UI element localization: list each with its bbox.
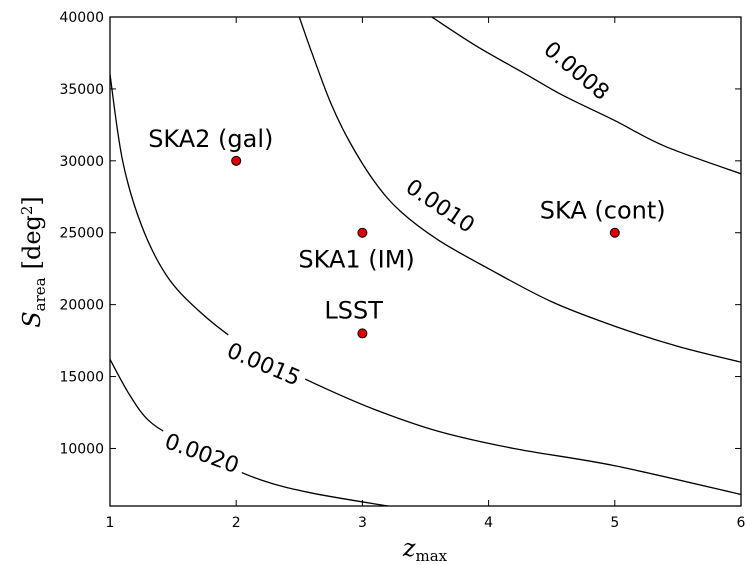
plot-frame — [109, 16, 742, 507]
point-label-3: SKA (cont) — [540, 197, 666, 225]
y-tick-label-4: 30000 — [59, 154, 104, 170]
x-axis-label-main: z — [402, 534, 416, 562]
y-axis-label-unit-close: ] — [18, 196, 46, 205]
y-tick-label-6: 40000 — [59, 10, 104, 26]
y-axis-label-main: S — [18, 311, 46, 327]
point-label-0: SKA2 (gal) — [148, 125, 273, 153]
contours-layer — [110, 17, 741, 506]
contour-label-text: 0.0008 — [538, 37, 613, 106]
contour-label-1: 0.0010 — [396, 169, 485, 242]
y-tick-label-2: 20000 — [59, 298, 104, 314]
y-tick-label-5: 35000 — [59, 82, 104, 98]
x-tick-label-3: 4 — [484, 515, 493, 531]
contour-line-1 — [298, 17, 741, 363]
y-axis-label-unit: [deg — [18, 215, 46, 269]
y-axis-label-sub: area — [31, 277, 49, 311]
y-tick-label-3: 25000 — [59, 226, 104, 242]
contour-line-0 — [431, 17, 741, 175]
contour-label-2: 0.0015 — [217, 333, 310, 394]
contour-label-3: 0.0020 — [155, 424, 249, 481]
y-axis-label: Sarea [deg2] — [18, 196, 49, 328]
x-tick-label-2: 3 — [358, 515, 367, 531]
x-axis-label: zmax — [402, 534, 448, 565]
points-layer: SKA2 (gal) SKA1 (IM) LSST SKA (cont) — [148, 125, 666, 339]
contour-label-0: 0.0008 — [534, 31, 620, 110]
y-axis-label-unit-sup: 2 — [18, 206, 36, 216]
x-tick-label-4: 5 — [610, 515, 619, 531]
y-tick-label-1: 15000 — [59, 370, 104, 386]
x-axis-label-sub: max — [416, 547, 448, 565]
point-label-2: LSST — [324, 296, 383, 324]
data-point-0 — [231, 155, 242, 166]
data-point-1 — [357, 227, 368, 238]
contour-line-3 — [110, 358, 388, 506]
contour-label-text: 0.0020 — [161, 429, 242, 479]
data-point-3 — [609, 227, 620, 238]
x-tick-label-5: 6 — [737, 515, 746, 531]
point-label-1: SKA1 (IM) — [298, 246, 414, 274]
x-tick-label-1: 2 — [232, 515, 241, 531]
ticks-layer: 1 2 3 4 5 6 10000 15000 20000 25000 30000 35000 4000… — [59, 10, 745, 531]
data-point-2 — [357, 328, 368, 339]
y-tick-label-0: 10000 — [59, 441, 104, 457]
contour-label-text: 0.0015 — [223, 338, 304, 391]
x-tick-label-0: 1 — [106, 515, 115, 531]
